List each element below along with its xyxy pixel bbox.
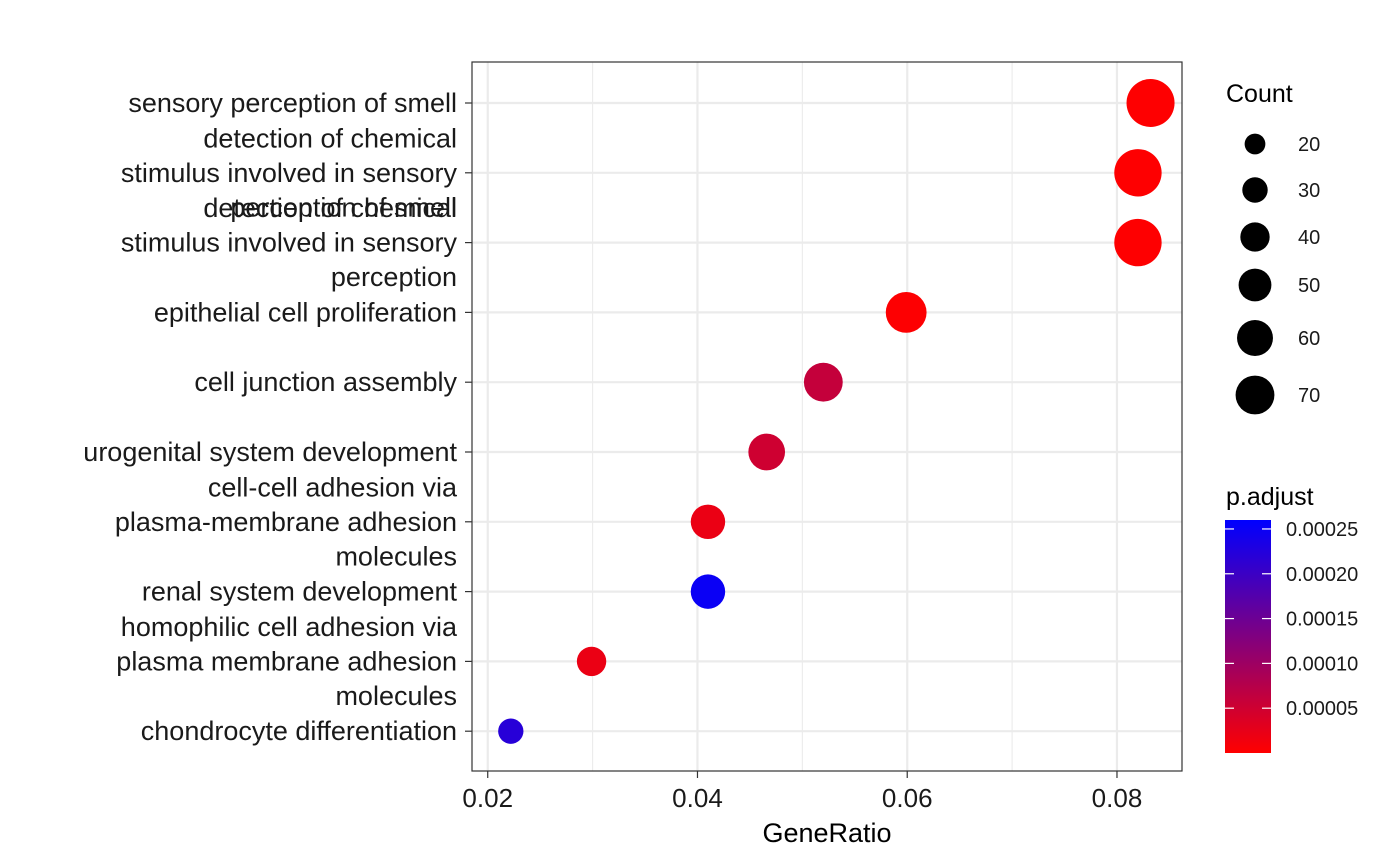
y-tick-label: cell-cell adhesion via plasma-membrane ad… — [115, 472, 458, 571]
x-axis-title: GeneRatio — [762, 818, 891, 848]
y-tick-label: homophilic cell adhesion via plasma membr… — [116, 612, 458, 711]
y-tick-label: detection of chemical stimulus involved i… — [121, 193, 458, 292]
color-legend-label: 0.00025 — [1286, 519, 1358, 541]
size-legend-key — [1242, 177, 1268, 203]
size-legend-label: 20 — [1298, 134, 1320, 156]
color-legend-label: 0.00020 — [1286, 564, 1358, 586]
data-point — [690, 504, 726, 540]
y-tick-label: epithelial cell proliferation — [154, 297, 457, 327]
color-legend-bar — [1225, 520, 1271, 753]
size-legend-key — [1240, 222, 1270, 252]
data-point — [576, 646, 607, 677]
data-point — [803, 362, 843, 402]
grid-lines — [472, 62, 1182, 771]
size-legend-label: 70 — [1298, 385, 1320, 407]
panel-border — [471, 61, 1183, 772]
y-tick-label: chondrocyte differentiation — [141, 716, 457, 746]
size-legend-key — [1235, 375, 1275, 415]
color-legend-ticks: 0.00025 0.00020 0.00015 0.00010 0.00005 — [1225, 519, 1358, 720]
y-axis: sensory perception of smell detection of … — [83, 88, 472, 746]
data-point — [1114, 218, 1162, 267]
size-legend: 20 30 40 50 60 70 — [1235, 133, 1320, 415]
y-tick-label: sensory perception of smell — [128, 88, 457, 118]
color-legend-label: 0.00015 — [1286, 609, 1358, 631]
x-axis: 0.02 0.04 0.06 0.08 — [462, 771, 1142, 813]
size-legend-key — [1238, 268, 1272, 302]
size-legend-label: 60 — [1298, 328, 1320, 350]
x-tick-label: 0.02 — [462, 783, 513, 813]
color-legend-label: 0.00005 — [1286, 698, 1358, 720]
x-tick-label: 0.04 — [672, 783, 723, 813]
x-tick-label: 0.08 — [1092, 783, 1143, 813]
data-point — [690, 574, 726, 609]
size-legend-label: 50 — [1298, 275, 1320, 297]
size-legend-label: 30 — [1298, 180, 1320, 202]
color-legend-title: p.adjust — [1226, 483, 1314, 511]
points — [498, 78, 1175, 744]
x-tick-label: 0.06 — [882, 783, 933, 813]
size-legend-title: Count — [1226, 80, 1293, 108]
y-tick-label: detection of chemical stimulus involved i… — [121, 123, 458, 222]
data-point — [498, 718, 524, 744]
size-legend-key — [1244, 133, 1266, 155]
size-legend-label: 40 — [1298, 227, 1320, 249]
data-point — [885, 291, 927, 333]
color-legend-label: 0.00010 — [1286, 653, 1358, 675]
data-point — [748, 433, 786, 471]
data-point — [1126, 78, 1175, 128]
y-tick-label: renal system development — [142, 577, 458, 607]
y-tick-label: urogenital system development — [83, 437, 457, 467]
data-point — [1114, 149, 1162, 197]
size-legend-key — [1237, 320, 1273, 356]
y-tick-label: cell junction assembly — [194, 367, 457, 397]
